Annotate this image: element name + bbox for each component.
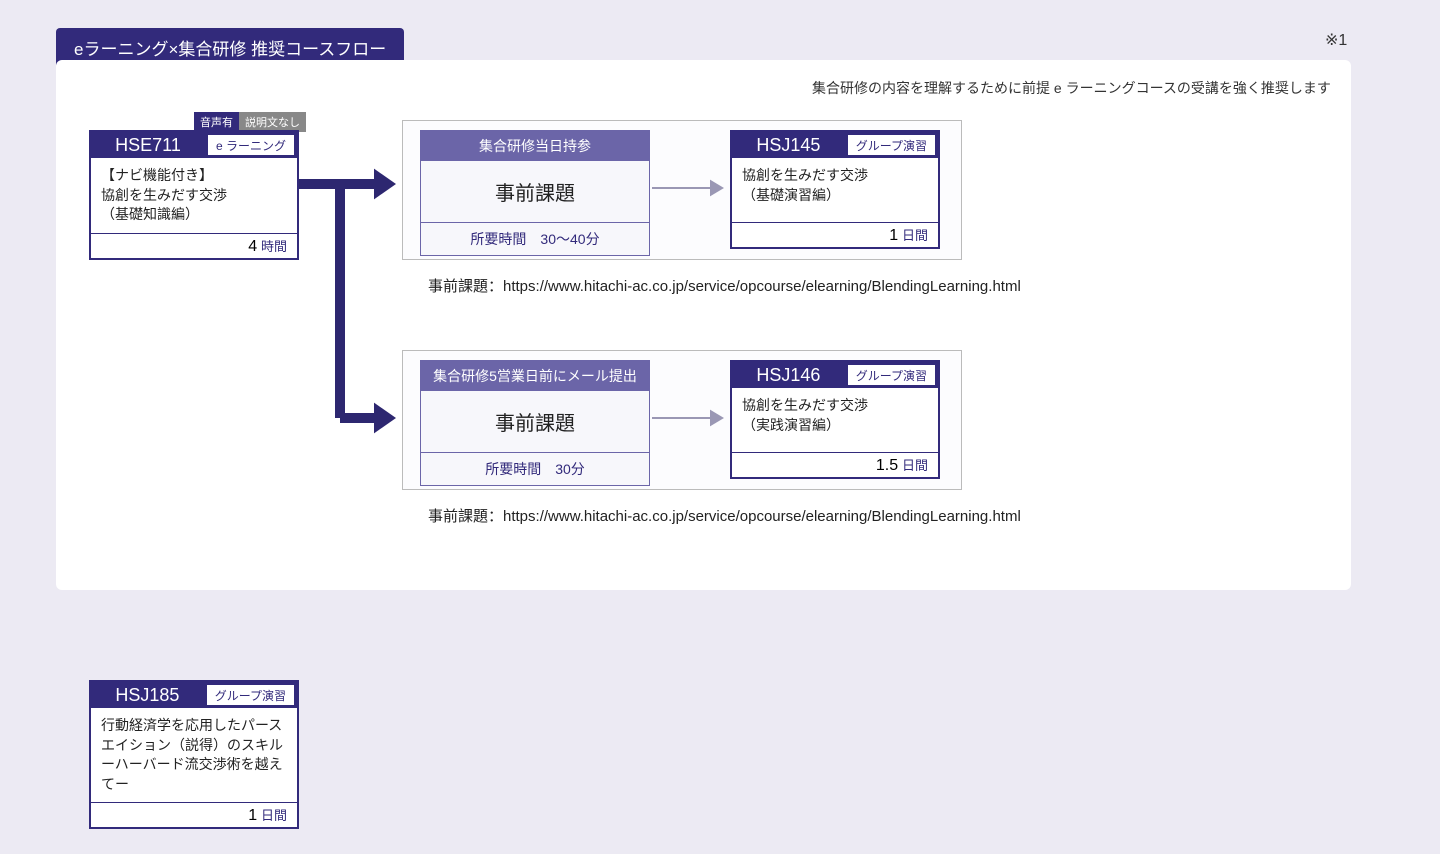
course-title: 協創を生みだす交渉（実践演習編） [732, 388, 938, 452]
course-tag: e ラーニング [207, 134, 295, 156]
course-duration: 1 日間 [91, 802, 297, 827]
pretask-main: 事前課題 [421, 161, 649, 222]
pretask-url-2: 事前課題：https://www.hitachi-ac.co.jp/servic… [428, 505, 1021, 526]
audio-tag: 音声有 説明文なし [194, 112, 306, 132]
course-title: 行動経済学を応用したパースエイション（説得）のスキルーハーバード流交渉術を越えて… [91, 708, 297, 802]
duration-unit: 日間 [261, 808, 287, 823]
pretask-footer: 所要時間 30〜40分 [421, 222, 649, 255]
course-code: HSJ145 [732, 132, 845, 158]
course-tag: グループ演習 [847, 134, 936, 156]
course-duration: 1.5 日間 [732, 452, 938, 477]
pretask-url-1: 事前課題：https://www.hitachi-ac.co.jp/servic… [428, 275, 1021, 296]
pretask-main: 事前課題 [421, 391, 649, 452]
audio-tag-right: 説明文なし [239, 112, 306, 132]
pretask-card-1: 集合研修当日持参 事前課題 所要時間 30〜40分 [420, 130, 650, 256]
course-title: 【ナビ機能付き】協創を生みだす交渉（基礎知識編） [91, 158, 297, 233]
course-duration: 1 日間 [732, 222, 938, 247]
course-card-hse711: HSE711 e ラーニング 【ナビ機能付き】協創を生みだす交渉（基礎知識編） … [89, 130, 299, 260]
duration-unit: 時間 [261, 239, 287, 254]
audio-tag-left: 音声有 [194, 112, 239, 132]
course-card-hsj185: HSJ185 グループ演習 行動経済学を応用したパースエイション（説得）のスキル… [89, 680, 299, 829]
duration-unit: 日間 [902, 228, 928, 243]
course-code: HSJ185 [91, 682, 204, 708]
duration-num: 1 [889, 227, 898, 244]
note-marker: ※1 [1325, 30, 1347, 50]
course-code: HSJ146 [732, 362, 845, 388]
course-code: HSE711 [91, 132, 205, 158]
duration-num: 1 [248, 807, 257, 824]
pretask-header: 集合研修当日持参 [421, 131, 649, 161]
course-tag: グループ演習 [847, 364, 936, 386]
recommend-text: 集合研修の内容を理解するために前提 e ラーニングコースの受講を強く推奨します [812, 78, 1331, 98]
course-duration: 4 時間 [91, 233, 297, 258]
pretask-footer: 所要時間 30分 [421, 452, 649, 485]
pretask-header: 集合研修5営業日前にメール提出 [421, 361, 649, 391]
pretask-card-2: 集合研修5営業日前にメール提出 事前課題 所要時間 30分 [420, 360, 650, 486]
course-card-hsj145: HSJ145 グループ演習 協創を生みだす交渉（基礎演習編） 1 日間 [730, 130, 940, 249]
course-tag: グループ演習 [206, 684, 295, 706]
course-card-hsj146: HSJ146 グループ演習 協創を生みだす交渉（実践演習編） 1.5 日間 [730, 360, 940, 479]
duration-num: 1.5 [876, 457, 898, 474]
course-title: 協創を生みだす交渉（基礎演習編） [732, 158, 938, 222]
duration-num: 4 [248, 238, 257, 255]
duration-unit: 日間 [902, 458, 928, 473]
